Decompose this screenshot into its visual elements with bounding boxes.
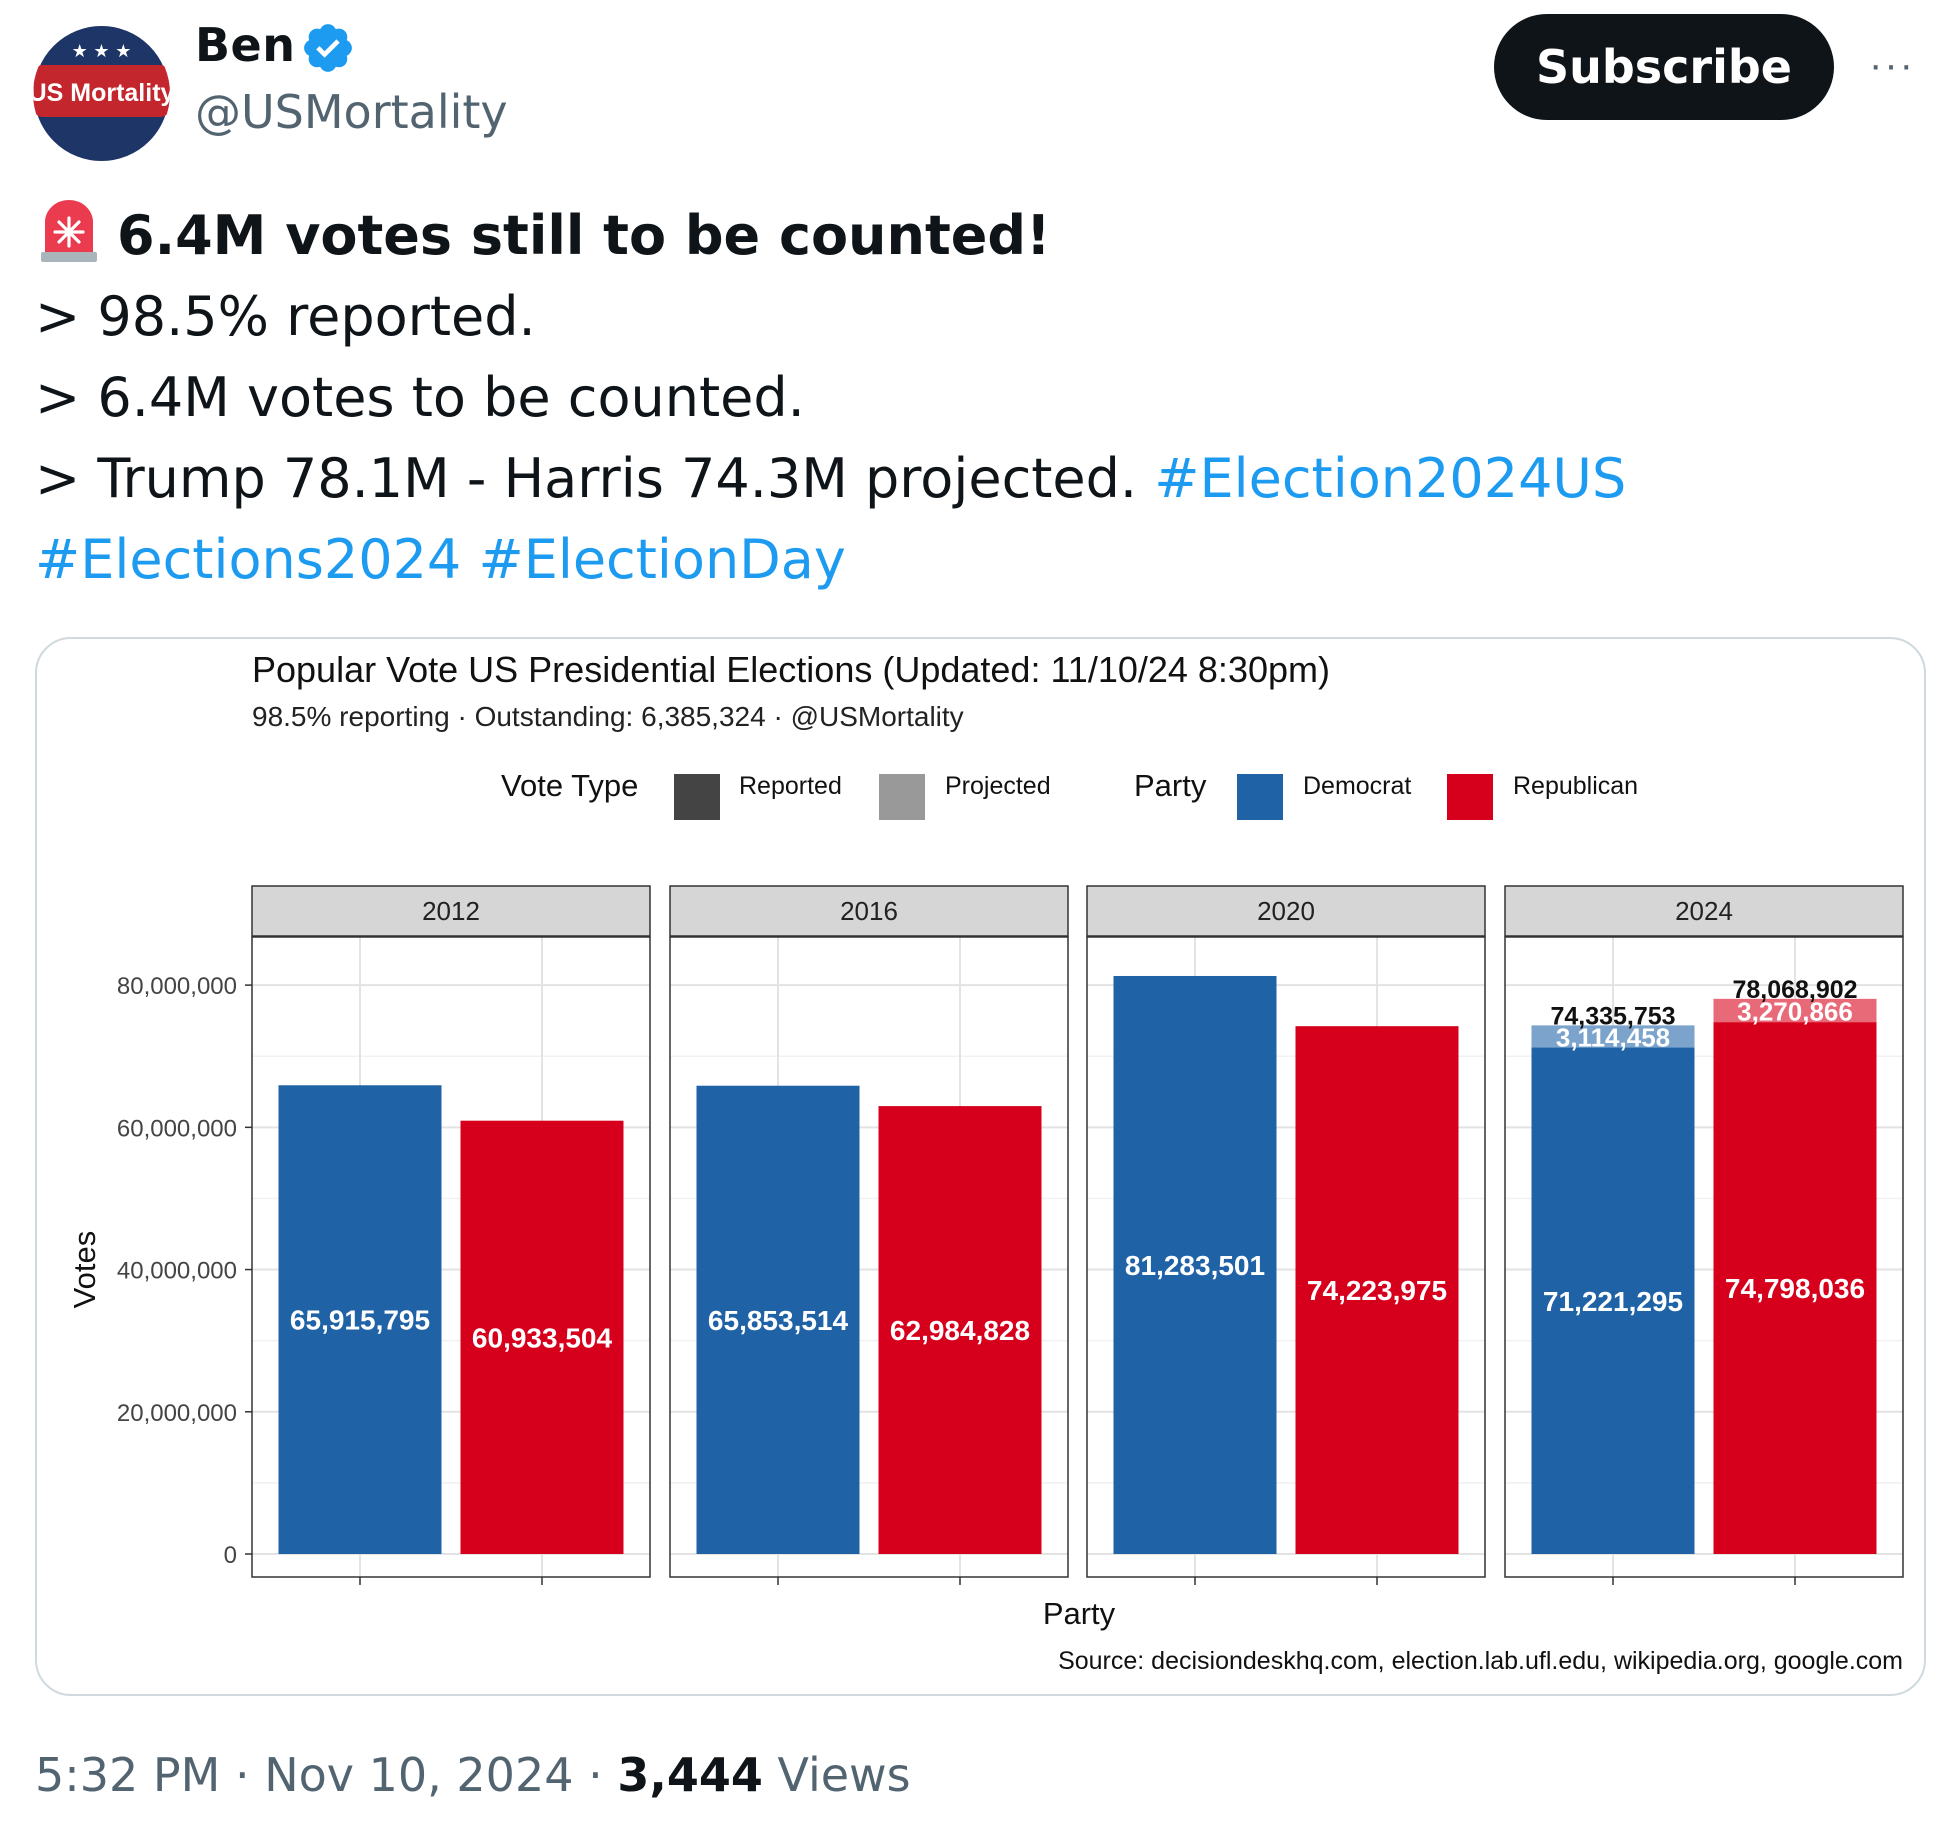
legend-swatch-projected <box>879 774 925 820</box>
republican-bar <box>1713 1022 1877 1554</box>
legend-label-reported: Reported <box>739 772 842 800</box>
tweet-hashtags-line: #Elections2024 #ElectionDay <box>35 519 1895 600</box>
tweet-date[interactable]: Nov 10, 2024 <box>264 1748 574 1802</box>
avatar[interactable]: US Mortality ★ ★ ★ <box>33 25 170 162</box>
projected-value-label: 3,270,866 <box>1737 996 1853 1026</box>
us-mortality-logo: US Mortality ★ ★ ★ <box>33 26 170 161</box>
republican-bar <box>878 1106 1042 1554</box>
views-label: Views <box>777 1748 911 1802</box>
hashtag-link[interactable]: #Elections2024 <box>35 528 462 591</box>
bar-value-label: 81,283,501 <box>1125 1250 1265 1281</box>
tweet-line-to-count: > 6.4M votes to be counted. <box>35 366 805 429</box>
verified-badge-icon <box>304 24 352 72</box>
meta-separator: · <box>234 1748 265 1802</box>
democrat-bar <box>278 1085 442 1554</box>
legend-title-party: Party <box>1134 768 1207 803</box>
legend-label-republican: Republican <box>1513 772 1638 800</box>
facet-panel-border <box>1086 936 1486 1578</box>
y-axis-label: Votes <box>67 1231 102 1309</box>
hashtag-link[interactable]: #ElectionDay <box>478 528 846 591</box>
chart-title: Popular Vote US Presidential Elections (… <box>252 649 1330 690</box>
facet-strip <box>1504 885 1904 937</box>
y-tick-label: 0 <box>224 1542 237 1569</box>
tweet-headline: 6.4M votes still to be counted! <box>117 204 1051 267</box>
tweet-text: 6.4M votes still to be counted! > 98.5% … <box>35 195 1895 600</box>
siren-icon <box>41 200 97 262</box>
projected-value-label: 3,114,458 <box>1556 1022 1670 1052</box>
legend-swatch-democrat <box>1237 774 1283 820</box>
tweet-metadata: 5:32 PM · Nov 10, 2024 · 3,444 Views <box>35 1748 911 1802</box>
legend-swatch-republican <box>1447 774 1493 820</box>
facet-strip <box>669 885 1069 937</box>
y-tick-label: 20,000,000 <box>117 1400 237 1427</box>
facet-strip <box>1086 885 1486 937</box>
facet-label: 2012 <box>422 896 480 926</box>
meta-separator: · <box>588 1748 618 1802</box>
bar-value-label: 60,933,504 <box>472 1322 613 1353</box>
facet-label: 2020 <box>1257 896 1315 926</box>
democrat-bar <box>1531 1047 1695 1554</box>
bar-value-label: 71,221,295 <box>1543 1286 1683 1317</box>
republican-projected-bar <box>1713 998 1877 1023</box>
republican-bar <box>460 1120 624 1554</box>
x-axis-label: Party <box>1043 1596 1116 1631</box>
legend-swatch-reported <box>674 774 720 820</box>
tweet-line-projection: > Trump 78.1M - Harris 74.3M projected. … <box>35 438 1895 519</box>
y-tick-label: 40,000,000 <box>117 1258 237 1285</box>
y-tick-label: 60,000,000 <box>117 1115 237 1142</box>
total-value-label: 78,068,902 <box>1732 976 1857 1004</box>
author-name[interactable]: Ben <box>195 18 296 72</box>
bar-value-label: 74,223,975 <box>1307 1275 1447 1306</box>
democrat-bar <box>696 1085 860 1554</box>
bar-value-label: 62,984,828 <box>890 1315 1030 1346</box>
svg-text:US Mortality: US Mortality <box>33 79 170 107</box>
tweet-media-image[interactable]: Popular Vote US Presidential Elections (… <box>35 637 1926 1696</box>
legend-title-vote-type: Vote Type <box>501 768 638 803</box>
democrat-bar <box>1113 975 1277 1554</box>
popular-vote-chart: Popular Vote US Presidential Elections (… <box>67 649 1904 1675</box>
chart-subtitle: 98.5% reporting · Outstanding: 6,385,324… <box>252 701 964 732</box>
facet-panel-border <box>1504 936 1904 1578</box>
bar-value-label: 65,915,795 <box>290 1305 430 1336</box>
tweet-line-reported: > 98.5% reported. <box>35 285 536 348</box>
author-handle[interactable]: @USMortality <box>195 85 508 139</box>
democrat-projected-bar <box>1531 1025 1695 1048</box>
facet-strip <box>251 885 651 937</box>
y-tick-label: 80,000,000 <box>117 973 237 1000</box>
facet-label: 2024 <box>1675 896 1733 926</box>
bar-value-label: 74,798,036 <box>1725 1273 1865 1304</box>
republican-bar <box>1295 1026 1459 1554</box>
facet-panel-border <box>251 936 651 1578</box>
facet-label: 2016 <box>840 896 898 926</box>
more-options-icon[interactable]: ··· <box>1869 42 1915 87</box>
legend-label-projected: Projected <box>945 772 1051 800</box>
facet-panel-border <box>669 936 1069 1578</box>
legend-label-democrat: Democrat <box>1303 772 1411 800</box>
bar-value-label: 65,853,514 <box>708 1305 849 1336</box>
total-value-label: 74,335,753 <box>1550 1002 1675 1030</box>
tweet-time[interactable]: 5:32 PM <box>35 1748 221 1802</box>
tweet-line-projection-text: > Trump 78.1M - Harris 74.3M projected. <box>35 447 1138 510</box>
svg-text:★ ★ ★: ★ ★ ★ <box>72 41 132 62</box>
chart-source: Source: decisiondeskhq.com, election.lab… <box>1058 1647 1903 1675</box>
views-count: 3,444 <box>617 1748 763 1802</box>
tweet-headline-line: 6.4M votes still to be counted! <box>35 195 1895 276</box>
hashtag-link[interactable]: #Election2024US <box>1154 447 1627 510</box>
subscribe-button[interactable]: Subscribe <box>1494 14 1834 120</box>
